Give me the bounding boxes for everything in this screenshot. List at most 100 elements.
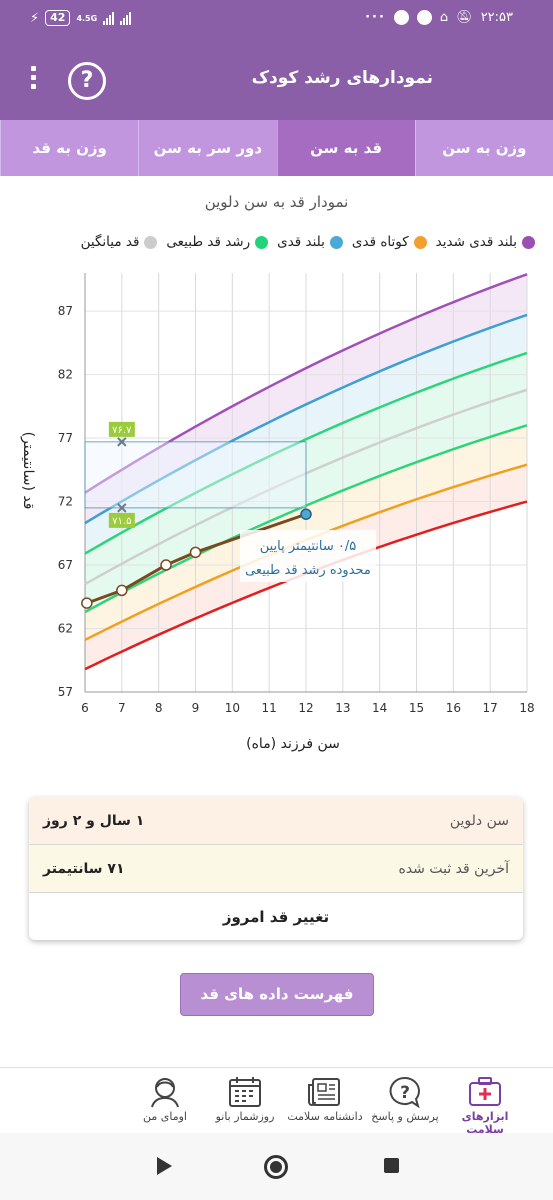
series-line [84, 313, 528, 525]
y-tick-label: 82 [58, 368, 73, 382]
tab-height-for-age[interactable]: قد به سن [276, 120, 415, 176]
marker-cross [117, 437, 127, 447]
nav-profile[interactable]: اومای من [125, 1068, 205, 1134]
tab-weight-for-height[interactable]: وزن به قد [0, 120, 138, 176]
status-left: ⚡ 42 4.5G [30, 10, 132, 26]
chart-legend: بلند قدی شدید کوتاه قدی بلند قدی رشد قد … [10, 234, 535, 250]
last-height-row: آخرین قد ثبت شده ۷۱ سانتیمتر [29, 845, 523, 893]
nav-label: اومای من [143, 1110, 187, 1123]
status-right: ··· ⌂ 🔕︎ ۲۲:۵۳ [365, 10, 513, 25]
x-axis-label: سن فرزند (ماه) [246, 736, 340, 752]
network-label: 4.5G [76, 13, 98, 23]
help-icon[interactable]: ? [68, 62, 106, 100]
x-tick-label: 7 [118, 701, 126, 715]
legend-item: قد میانگین [81, 234, 158, 250]
legend-dot [329, 235, 343, 249]
marker-label-bg [108, 512, 135, 528]
x-tick-label: 18 [519, 701, 534, 715]
y-tick-label: 67 [58, 558, 73, 572]
profile-icon [147, 1075, 183, 1109]
clock: ۲۲:۵۳ [480, 10, 513, 25]
child-data-point [81, 597, 93, 609]
nav-health-tools[interactable]: ابزارهای سلامت [445, 1068, 525, 1136]
chart-title: نمودار قد به سن دلوین [204, 193, 349, 211]
tab-weight-for-age[interactable]: وزن به سن [414, 120, 553, 176]
legend-label: قد میانگین [80, 234, 140, 250]
nav-questions[interactable]: ? پرسش و پاسخ [365, 1068, 445, 1134]
legend-dot [413, 235, 427, 249]
last-height-label: آخرین قد ثبت شده [398, 860, 510, 877]
nav-calendar[interactable]: روزشمار بانو [205, 1068, 285, 1134]
signal-icon [103, 11, 115, 25]
legend-item: بلند قدی [277, 234, 343, 250]
x-tick-label: 11 [262, 701, 277, 715]
series-line [84, 273, 528, 494]
home-button-icon[interactable] [264, 1155, 288, 1179]
legend-label: کوتاه قدی [351, 234, 409, 250]
newspaper-icon [307, 1075, 343, 1109]
chart-tabs: وزن به سن قد به سن دور سر به سن وزن به ق… [0, 120, 553, 176]
annotation-line: ۰/۵ سانتیمتر پایین [260, 539, 357, 554]
nav-label: پرسش و پاسخ [371, 1110, 439, 1123]
tab-head-for-age[interactable]: دور سر به سن [138, 120, 276, 176]
nav-label: ابزارهای سلامت [461, 1110, 509, 1136]
y-tick-label: 62 [58, 622, 73, 636]
age-value: ۱ سال و ۲ روز [43, 812, 145, 829]
x-tick-label: 13 [335, 701, 350, 715]
calendar-icon [227, 1075, 263, 1109]
status-bar: ⚡ 42 4.5G ··· ⌂ 🔕︎ ۲۲:۵۳ [0, 0, 553, 40]
question-bubble-icon: ? [387, 1075, 423, 1109]
child-data-point [189, 546, 202, 559]
annotation-line: محدوده رشد قد طبیعی [245, 563, 371, 578]
height-list-button[interactable]: فهرست داده های قد دلوین [180, 973, 374, 1044]
x-tick-label: 6 [81, 701, 89, 715]
bell-off-icon: 🔕︎ [456, 10, 473, 25]
child-data-point [160, 559, 172, 571]
bottom-navigation: ابزارهای سلامت ? پرسش و پاسخ دانشنامه سل… [0, 1067, 553, 1136]
child-data-point [300, 508, 312, 520]
app-bar: ? نمودارهای رشد کودک [0, 40, 553, 120]
y-tick-label: 77 [58, 431, 73, 445]
home-icon: ⌂ [439, 10, 449, 25]
x-tick-label: 12 [298, 701, 313, 715]
battery-indicator: 42 [45, 10, 71, 26]
change-height-button[interactable]: تغییر قد امروز [222, 908, 330, 926]
legend-dot [255, 235, 269, 249]
medical-kit-icon [467, 1075, 503, 1109]
info-card: سن دلوین ۱ سال و ۲ روز آخرین قد ثبت شده … [29, 797, 523, 940]
last-height-value: ۷۱ سانتیمتر [43, 860, 125, 877]
x-tick-label: 8 [155, 701, 163, 715]
back-icon[interactable] [157, 1157, 172, 1175]
overflow-menu-icon[interactable] [26, 62, 40, 102]
marker-cross [117, 503, 127, 513]
legend-item: کوتاه قدی [352, 234, 427, 250]
signal-icon-2 [120, 11, 132, 25]
height-for-age-chart[interactable]: 6 7 8 9 10 11 12 13 14 15 16 17 1857626772778287۷۶.۷… [0, 258, 553, 778]
y-tick-label: 57 [58, 685, 73, 699]
y-axis-label: قد (سانتیمتر) [20, 432, 36, 510]
recents-icon[interactable] [384, 1158, 399, 1173]
x-tick-label: 15 [409, 701, 424, 715]
x-tick-label: 14 [372, 701, 387, 715]
child-data-point [116, 584, 128, 597]
age-label: سن دلوین [449, 812, 509, 829]
page-title: نمودارهای رشد کودک [251, 68, 433, 88]
system-nav-bar [0, 1133, 553, 1200]
more-notifications: ··· [365, 10, 386, 25]
legend-item: بلند قدی شدید [436, 234, 535, 250]
y-tick-label: 87 [58, 304, 73, 318]
legend-dot [522, 235, 535, 249]
legend-item: رشد قد طبیعی [166, 234, 269, 250]
nav-encyclopedia[interactable]: دانشنامه سلامت [285, 1068, 365, 1134]
y-tick-label: 72 [58, 495, 73, 509]
x-tick-label: 10 [225, 701, 240, 715]
app-notification-icon [393, 10, 409, 25]
nav-label: دانشنامه سلامت [287, 1110, 363, 1123]
charging-icon: ⚡ [30, 10, 40, 26]
age-row: سن دلوین ۱ سال و ۲ روز [29, 797, 523, 845]
nav-label: روزشمار بانو [215, 1110, 275, 1123]
x-tick-label: 16 [446, 701, 461, 715]
legend-label: بلند قدی [277, 234, 325, 250]
legend-label: بلند قدی شدید [435, 234, 517, 250]
annotation-box [240, 530, 376, 582]
